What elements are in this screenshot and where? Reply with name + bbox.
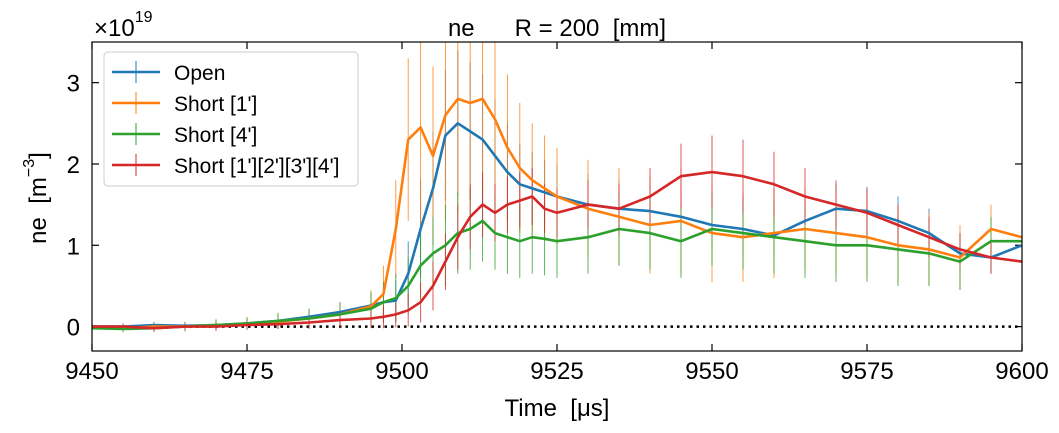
y-axis-label-exponent: −3 <box>21 159 38 177</box>
legend-label: Short [1'] <box>174 93 257 116</box>
x-axis-label: Time [μs] <box>505 395 610 422</box>
y-tick-label: 1 <box>67 233 80 260</box>
x-tick-label: 9575 <box>840 358 893 385</box>
plot-area <box>92 42 1022 333</box>
y-offset-base: ×10 <box>94 15 135 42</box>
y-axis-label-close: ] <box>25 152 52 159</box>
y-offset-label: ×1019 <box>94 9 153 42</box>
axis-ticks: 9450 9475 9500 9525 9550 9575 9600 0 1 2 3 <box>65 42 1049 385</box>
x-tick-label: 9475 <box>220 358 273 385</box>
y-tick-label: 3 <box>67 71 80 98</box>
legend: Open Short [1'] Short [4'] Short [1'][2'][3… <box>103 51 359 187</box>
legend-label: Short [1'][2'][3'][4'] <box>174 155 339 178</box>
y-axis-label-main: ne [m <box>25 177 52 244</box>
chart-title: ne R = 200 [mm] <box>448 15 666 42</box>
series-line <box>92 219 1022 331</box>
y-tick-label: 2 <box>67 152 80 179</box>
axes-frame <box>91 41 1023 352</box>
x-tick-label: 9525 <box>530 358 583 385</box>
series-line <box>92 170 1022 330</box>
x-tick-label: 9600 <box>995 358 1048 385</box>
y-axis-label: ne [m−3] <box>21 152 52 244</box>
legend-label: Short [4'] <box>174 124 257 147</box>
y-offset-exponent: 19 <box>135 9 153 26</box>
legend-box <box>103 51 359 187</box>
x-tick-label: 9450 <box>65 358 118 385</box>
y-tick-label: 0 <box>67 315 80 342</box>
x-tick-label: 9500 <box>375 358 428 385</box>
x-tick-label: 9550 <box>685 358 738 385</box>
legend-label: Open <box>174 62 225 85</box>
